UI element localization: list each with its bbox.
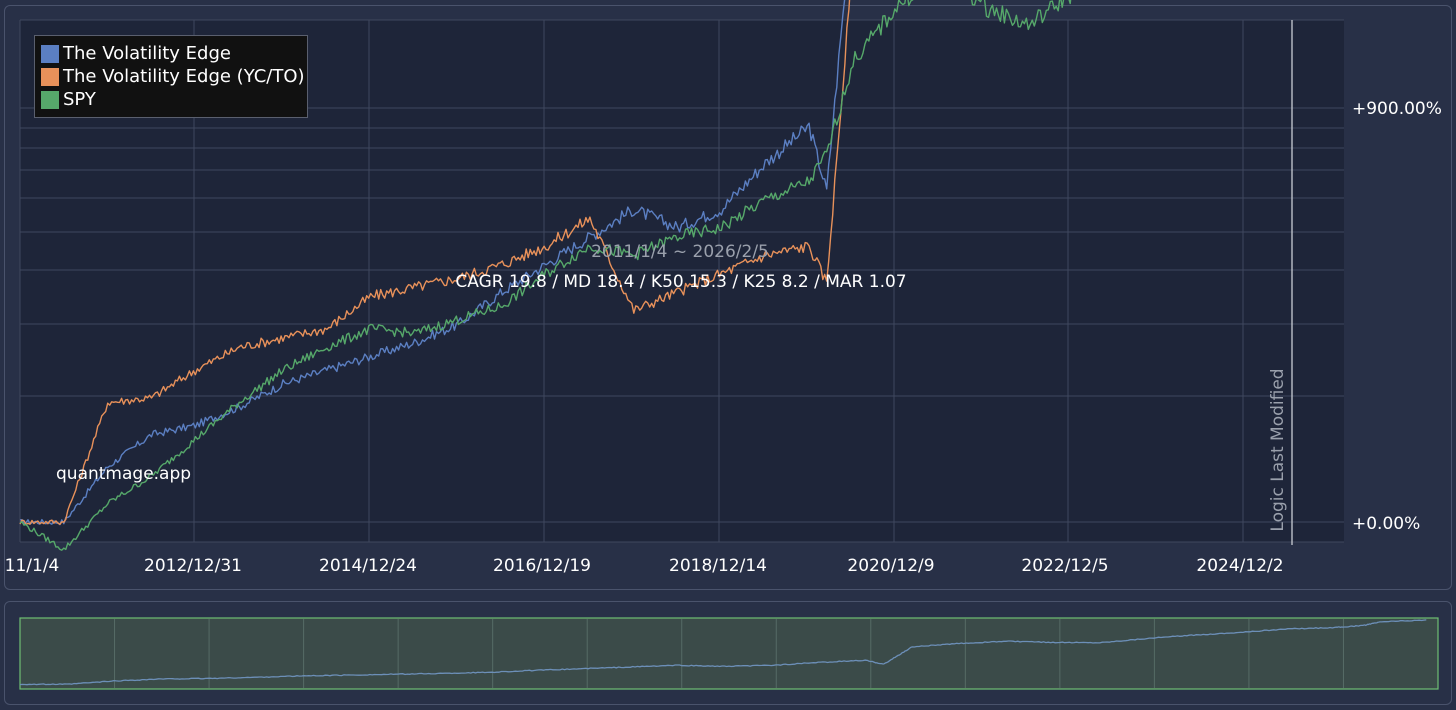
legend-swatch-icon [41,44,59,63]
x-tick-label: 2020/12/9 [847,556,935,576]
x-tick-label: 2014/12/24 [319,556,417,576]
date-range-label: 2011/1/4 ~ 2026/2/5 [591,242,769,262]
x-tick-label: 2018/12/14 [669,556,767,576]
watermark-text: quantmage.app [56,464,192,484]
legend-swatch-icon [41,90,59,109]
x-tick-label: 2024/12/2 [1196,556,1284,576]
navigator-grid [114,619,1344,688]
stats-summary: CAGR 19.8 / MD 18.4 / K50 15.3 / K25 8.2… [455,272,907,292]
x-tick-label: 2022/12/5 [1021,556,1109,576]
y-axis-label-top: +900.00% [1352,99,1442,119]
legend-label: The Volatility Edge (YC/TO) [63,66,305,87]
marker-label-text: Logic Last Modified [1268,368,1288,532]
legend-label: The Volatility Edge [63,43,231,64]
chart-legend: The Volatility Edge The Volatility Edge … [34,35,308,118]
navigator-series-line [19,619,1427,686]
x-tick-label: 2012/12/31 [144,556,242,576]
legend-item-volatility-edge[interactable]: The Volatility Edge [41,42,307,65]
y-axis-label-bottom: +0.00% [1352,514,1421,534]
x-tick-label: 11/1/4 [4,556,60,576]
legend-label: SPY [63,89,96,110]
x-tick-label: 2016/12/19 [493,556,591,576]
grid-lines [19,19,1344,543]
series-lines [19,0,1072,551]
legend-swatch-icon [41,67,59,86]
legend-item-volatility-edge-ycto[interactable]: The Volatility Edge (YC/TO) [41,65,307,88]
series-line-spy [19,0,1072,551]
series-line-volatility-edge [19,0,846,526]
legend-item-spy[interactable]: SPY [41,88,307,111]
series-line-volatility-edge-ycto [19,0,851,526]
